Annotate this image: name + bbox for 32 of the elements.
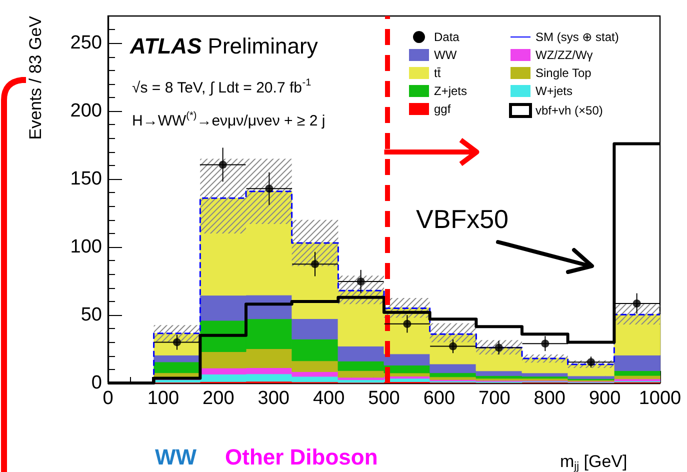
legend-label: SM (sys ⊕ stat) <box>536 30 619 44</box>
y-tick-label: 200 <box>70 100 102 122</box>
text: WW <box>155 444 197 470</box>
x-tick-label: 1000 <box>638 388 682 409</box>
annotation: ATLAS Preliminary <box>129 34 318 58</box>
y-axis-title: Events / 83 GeV <box>26 15 45 140</box>
legend-label: Z+jets <box>434 84 468 98</box>
y-tick-label: 150 <box>70 168 102 190</box>
x-tick-label: 300 <box>258 388 290 409</box>
legend-label: Data <box>434 30 460 44</box>
y-tick-label: 100 <box>70 236 102 258</box>
x-tick-label: 900 <box>588 388 621 409</box>
legend-label: W+jets <box>536 84 573 98</box>
legend-label: Single Top <box>536 66 592 80</box>
legend-label: ggf <box>434 102 452 116</box>
legend-label: WZ/ZZ/Wγ <box>536 48 593 62</box>
x-tick-label: 700 <box>478 388 510 409</box>
text: Other Diboson <box>225 444 378 470</box>
legend-label: tt̄ <box>434 66 442 80</box>
annotation: VBFx50 <box>416 204 508 234</box>
y-tick-label: 250 <box>70 32 102 54</box>
x-tick-label: 400 <box>312 388 345 409</box>
x-tick-label: 100 <box>147 388 180 409</box>
x-tick-label: 200 <box>202 388 234 409</box>
annotation: H→WW(*)→eνμν/μνeν + ≥ 2 j <box>132 110 326 130</box>
legend-label: WW <box>434 48 458 62</box>
y-tick-label: 50 <box>80 304 102 326</box>
x-tick-label: 600 <box>423 388 456 409</box>
x-tick-label: 800 <box>534 388 566 409</box>
x-tick-label: 500 <box>368 388 400 409</box>
legend-label: vbf+vh (×50) <box>536 104 603 118</box>
y-tick-label: 0 <box>91 372 102 394</box>
